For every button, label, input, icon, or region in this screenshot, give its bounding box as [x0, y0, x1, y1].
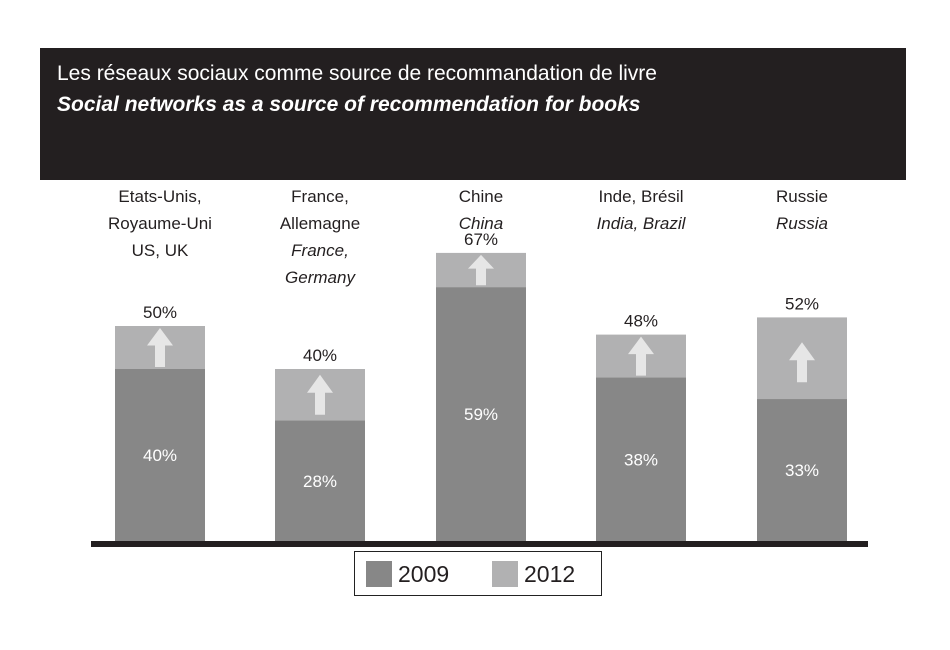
chart-title: Les réseaux sociaux comme source de reco…	[57, 62, 657, 85]
data-label-2009: 33%	[785, 461, 819, 480]
bar-2009	[115, 369, 205, 541]
data-label-2009: 40%	[143, 446, 177, 465]
up-arrow-icon	[628, 336, 654, 376]
category-label: Russie	[776, 187, 828, 206]
legend-item-2009: 2009	[366, 561, 449, 587]
up-arrow-icon	[468, 254, 494, 286]
data-label-2012: 48%	[624, 312, 658, 331]
bar-2009	[436, 287, 526, 541]
bar-2009	[757, 399, 847, 541]
category-label: Royaume-Uni	[108, 214, 212, 233]
data-label-2012: 67%	[464, 230, 498, 249]
category-label-en: China	[459, 214, 503, 233]
category-label: Allemagne	[280, 214, 360, 233]
category-label: Etats-Unis,	[118, 187, 201, 206]
data-label-2009: 28%	[303, 472, 337, 491]
data-label-2012: 50%	[143, 303, 177, 322]
bar-2009	[275, 420, 365, 541]
category-label-en: Russia	[776, 214, 828, 233]
x-axis-baseline	[91, 541, 868, 547]
up-arrow-icon	[789, 342, 815, 383]
legend-swatch-2009	[366, 561, 392, 587]
data-label-2009: 38%	[624, 450, 658, 469]
category-label: France,	[291, 187, 349, 206]
bar-2009	[596, 377, 686, 541]
legend-label-2012: 2012	[524, 560, 576, 587]
legend-item-2012: 2012	[492, 561, 575, 587]
category-label-en: India, Brazil	[597, 214, 687, 233]
up-arrow-icon	[147, 328, 173, 367]
category-label-en: US, UK	[132, 241, 189, 260]
legend-label-2009: 2009	[398, 560, 450, 587]
chart-subtitle: Social networks as a source of recommend…	[57, 93, 641, 116]
category-label-en: France,	[291, 241, 349, 260]
chart-legend: 2009 2012	[354, 551, 602, 596]
category-label: Chine	[459, 187, 503, 206]
chart-header: Les réseaux sociaux comme source de reco…	[40, 48, 906, 180]
category-label-en: Germany	[285, 268, 356, 287]
up-arrow-icon	[307, 374, 333, 415]
data-label-2009: 59%	[464, 405, 498, 424]
category-label: Inde, Brésil	[598, 187, 683, 206]
data-label-2012: 52%	[785, 294, 819, 313]
legend-swatch-2012	[492, 561, 518, 587]
data-label-2012: 40%	[303, 346, 337, 365]
